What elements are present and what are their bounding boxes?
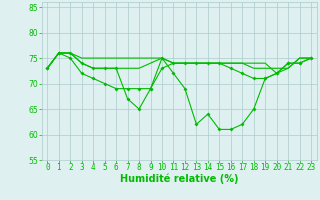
X-axis label: Humidité relative (%): Humidité relative (%) [120,174,238,184]
